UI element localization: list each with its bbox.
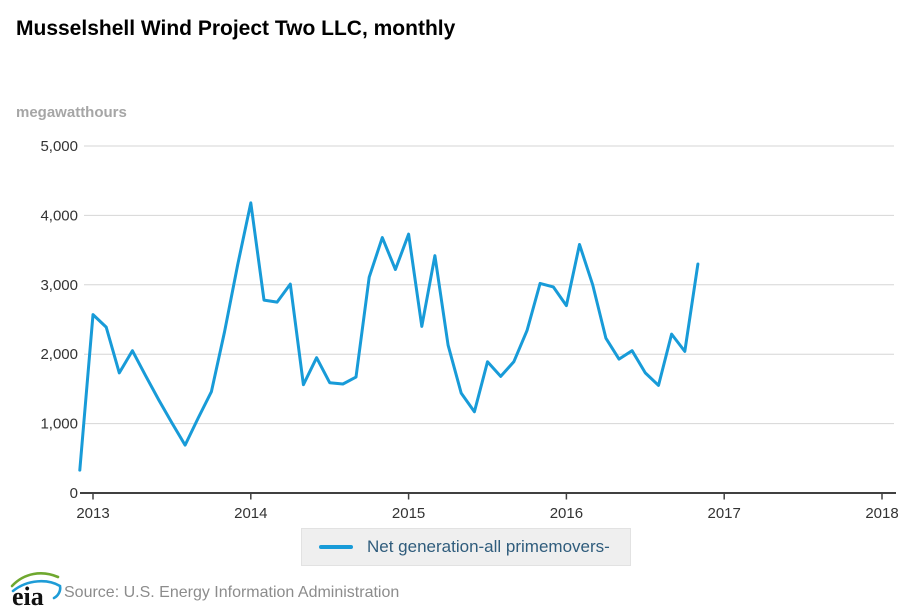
series-line-net-generation[interactable]: [78, 201, 700, 472]
logo-green-swoosh: [10, 572, 60, 588]
eia-logo: eia: [10, 572, 62, 610]
x-axis-tick-label: 2016: [550, 505, 583, 522]
x-axis-tick-label: 2017: [708, 505, 741, 522]
legend-label: Net generation-all primemovers-: [367, 537, 610, 556]
y-axis-unit-label: megawatthours: [16, 104, 127, 121]
legend-item-net-generation[interactable]: Net generation-all primemovers-: [301, 528, 631, 566]
chart-area: 0 1,000 2,000 3,000 4,000 5,000 2013 2014 2015 20…: [0, 130, 920, 530]
page-title: Musselshell Wind Project Two LLC, monthl…: [16, 17, 456, 40]
y-axis-tick-label: 0: [70, 485, 78, 502]
x-axis-tick-label: 2014: [234, 505, 267, 522]
y-axis-tick-label: 2,000: [40, 346, 78, 363]
x-axis-tick-label: 2015: [392, 505, 425, 522]
y-axis-tick-label: 5,000: [40, 138, 78, 155]
y-axis-tick-label: 3,000: [40, 277, 78, 294]
y-axis-tick-label: 4,000: [40, 207, 78, 224]
x-axis-tick-label: 2018: [865, 505, 898, 522]
y-axis-tick-label: 1,000: [40, 416, 78, 433]
source-text: Source: U.S. Energy Information Administ…: [64, 584, 400, 601]
footer: eia Source: U.S. Energy Information Admi…: [0, 566, 920, 613]
logo-blue-swoosh: [11, 580, 62, 600]
chart-svg: 0 1,000 2,000 3,000 4,000 5,000 2013 2014 2015 20…: [40, 138, 898, 522]
logo-text: eia: [12, 582, 44, 610]
legend-line-swatch: [319, 545, 353, 549]
x-axis-tick-label: 2013: [76, 505, 109, 522]
